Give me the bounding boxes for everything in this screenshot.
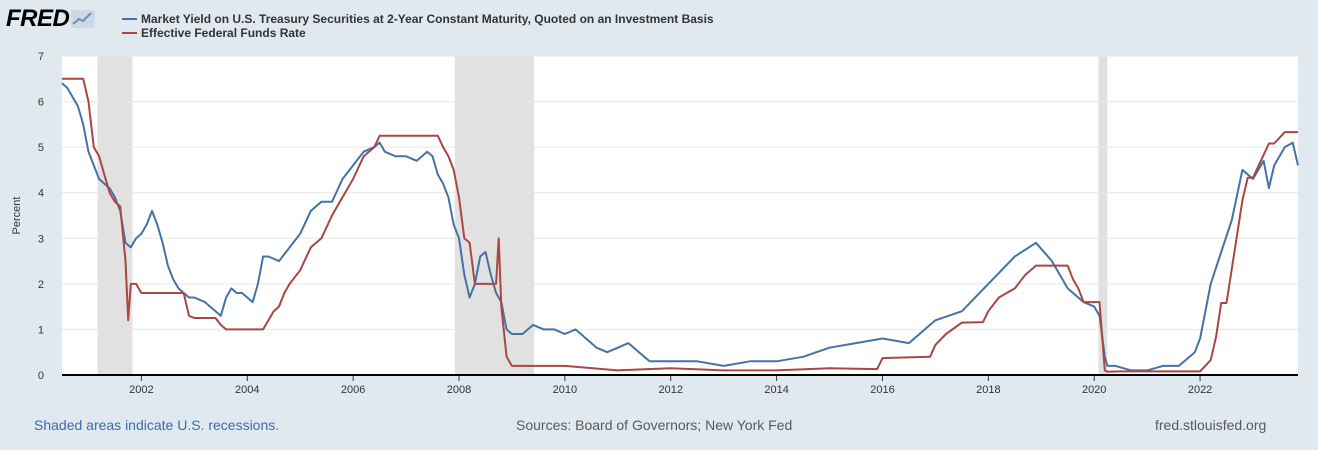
y-tick-label: 1: [38, 324, 44, 336]
y-axis-label: Percent: [11, 197, 23, 235]
y-tick-label: 3: [38, 233, 44, 245]
sources-text: Sources: Board of Governors; New York Fe…: [516, 417, 793, 433]
plot-area: [62, 56, 1298, 375]
x-tick-label: 2020: [1082, 384, 1106, 396]
y-tick-label: 0: [38, 370, 44, 382]
legend-label: Market Yield on U.S. Treasury Securities…: [141, 12, 714, 26]
legend-swatch: [122, 32, 137, 34]
site-url[interactable]: fred.stlouisfed.org: [1155, 417, 1267, 433]
logo-text: FRED: [6, 5, 70, 32]
y-tick-label: 4: [38, 188, 44, 200]
chart-line-icon: [71, 10, 96, 28]
x-tick-label: 2006: [341, 384, 365, 396]
x-tick-label: 2018: [976, 384, 1000, 396]
series-line-2yr-treasury: [61, 82, 1299, 372]
recessions-note[interactable]: Shaded areas indicate U.S. recessions.: [34, 417, 280, 433]
legend-swatch: [122, 18, 137, 20]
y-tick-label: 7: [38, 51, 44, 63]
recession-band: [97, 56, 133, 375]
y-tick-label: 2: [38, 279, 44, 291]
legend-item-fed-funds[interactable]: Effective Federal Funds Rate: [122, 26, 714, 40]
recession-band: [1098, 56, 1108, 375]
x-tick-label: 2004: [235, 384, 259, 396]
recession-band: [454, 56, 535, 375]
fred-logo[interactable]: FRED: [6, 5, 96, 32]
legend-label: Effective Federal Funds Rate: [141, 26, 306, 40]
x-tick-label: 2010: [553, 384, 577, 396]
legend-item-2yr-treasury[interactable]: Market Yield on U.S. Treasury Securities…: [122, 12, 714, 26]
legend: Market Yield on U.S. Treasury Securities…: [122, 12, 714, 40]
x-tick-label: 2008: [447, 384, 471, 396]
x-tick-label: 2012: [658, 384, 682, 396]
y-tick-label: 5: [38, 142, 44, 154]
x-tick-label: 2002: [129, 384, 153, 396]
series-line-fed-funds: [62, 77, 1298, 373]
y-tick-label: 6: [38, 97, 44, 109]
x-tick-label: 2022: [1188, 384, 1212, 396]
x-tick-label: 2016: [870, 384, 894, 396]
x-tick-label: 2014: [764, 384, 788, 396]
